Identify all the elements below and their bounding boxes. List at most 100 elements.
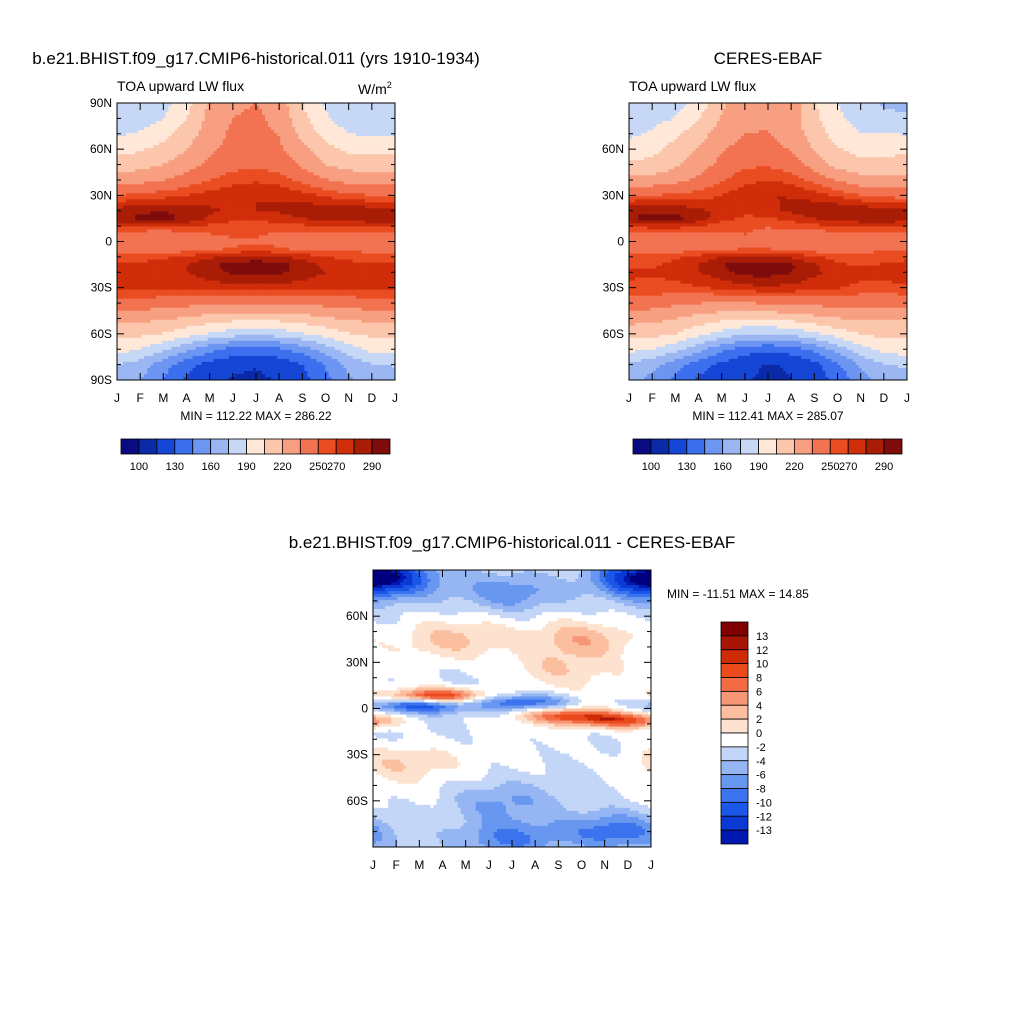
heatmap-cell bbox=[138, 163, 142, 167]
heatmap-cell bbox=[198, 220, 203, 225]
heatmap-cell bbox=[292, 193, 296, 197]
heatmap-cell bbox=[165, 223, 169, 228]
heatmap-cell bbox=[123, 166, 127, 170]
heatmap-cell bbox=[265, 238, 269, 243]
heatmap-cell bbox=[328, 145, 333, 149]
heatmap-cell bbox=[183, 157, 188, 161]
heatmap-cell bbox=[150, 199, 154, 203]
heatmap-cell bbox=[292, 187, 296, 191]
heatmap-cell bbox=[259, 139, 263, 143]
heatmap-cell bbox=[156, 157, 160, 161]
heatmap-cell bbox=[295, 217, 299, 222]
heatmap-cell bbox=[159, 106, 163, 110]
heatmap-cell bbox=[246, 241, 251, 246]
heatmap-cell bbox=[216, 202, 221, 206]
heatmap-cell bbox=[256, 190, 260, 194]
heatmap-cell bbox=[352, 169, 357, 173]
heatmap-cell bbox=[352, 148, 357, 152]
heatmap-cell bbox=[231, 226, 236, 231]
heatmap-cell bbox=[138, 166, 142, 170]
heatmap-cell bbox=[274, 178, 278, 182]
heatmap-cell bbox=[340, 118, 345, 122]
heatmap-cell bbox=[183, 139, 188, 143]
heatmap-cell bbox=[138, 244, 142, 249]
heatmap-cell bbox=[382, 190, 387, 194]
heatmap-cell bbox=[346, 130, 351, 134]
heatmap-cell bbox=[388, 148, 393, 152]
heatmap-cell bbox=[289, 148, 293, 152]
heatmap-cell bbox=[150, 217, 154, 222]
heatmap-cell bbox=[150, 151, 154, 155]
heatmap-cell bbox=[256, 241, 260, 246]
heatmap-cell bbox=[144, 208, 148, 212]
heatmap-cell bbox=[177, 199, 182, 203]
heatmap-cell bbox=[204, 166, 209, 170]
heatmap-cell bbox=[343, 238, 348, 243]
heatmap-cell bbox=[132, 196, 136, 200]
heatmap-cell bbox=[126, 139, 130, 143]
heatmap-cell bbox=[355, 127, 360, 131]
heatmap-cell bbox=[328, 142, 333, 146]
heatmap-cell bbox=[228, 253, 233, 258]
heatmap-cell bbox=[246, 151, 251, 155]
heatmap-cell bbox=[346, 142, 351, 146]
heatmap-cell bbox=[340, 172, 345, 176]
heatmap-cell bbox=[117, 148, 121, 152]
heatmap-cell bbox=[283, 127, 287, 131]
heatmap-cell bbox=[277, 253, 281, 258]
heatmap-cell bbox=[349, 151, 354, 155]
heatmap-cell bbox=[225, 175, 230, 179]
heatmap-cell bbox=[262, 181, 266, 185]
heatmap-cell bbox=[358, 166, 363, 170]
heatmap-cell bbox=[379, 226, 384, 231]
heatmap-cell bbox=[180, 187, 185, 191]
heatmap-cell bbox=[361, 229, 366, 234]
heatmap-cell bbox=[340, 220, 345, 225]
heatmap-cell bbox=[153, 220, 157, 225]
heatmap-cell bbox=[159, 133, 163, 137]
heatmap-cell bbox=[352, 199, 357, 203]
heatmap-cell bbox=[367, 181, 372, 185]
heatmap-cell bbox=[117, 115, 121, 119]
heatmap-cell bbox=[268, 175, 272, 179]
heatmap-cell bbox=[234, 208, 239, 212]
heatmap-cell bbox=[252, 121, 257, 125]
heatmap-cell bbox=[307, 220, 311, 225]
heatmap-cell bbox=[271, 160, 275, 164]
heatmap-cell bbox=[159, 169, 163, 173]
heatmap-cell bbox=[141, 217, 145, 222]
heatmap-cell bbox=[243, 115, 248, 119]
heatmap-cell bbox=[304, 148, 308, 152]
heatmap-cell bbox=[373, 190, 378, 194]
heatmap-cell bbox=[316, 130, 321, 134]
heatmap-cell bbox=[138, 211, 142, 215]
heatmap-cell bbox=[376, 115, 381, 119]
heatmap-cell bbox=[141, 232, 145, 237]
heatmap-cell bbox=[322, 154, 327, 158]
heatmap-cell bbox=[373, 157, 378, 161]
heatmap-cell bbox=[259, 109, 263, 113]
heatmap-cell bbox=[177, 163, 182, 167]
heatmap-cell bbox=[183, 181, 188, 185]
heatmap-cell bbox=[216, 145, 221, 149]
heatmap-cell bbox=[286, 247, 290, 252]
heatmap-cell bbox=[319, 127, 324, 131]
heatmap-cell bbox=[325, 202, 330, 206]
heatmap-cell bbox=[123, 169, 127, 173]
heatmap-cell bbox=[379, 154, 384, 158]
heatmap-cell bbox=[189, 196, 194, 200]
heatmap-cell bbox=[186, 154, 191, 158]
heatmap-cell bbox=[304, 205, 308, 209]
heatmap-cell bbox=[337, 151, 342, 155]
heatmap-cell bbox=[322, 253, 327, 258]
heatmap-cell bbox=[240, 145, 245, 149]
heatmap-cell bbox=[382, 241, 387, 246]
heatmap-cell bbox=[265, 172, 269, 176]
heatmap-cell bbox=[150, 124, 154, 128]
heatmap-cell bbox=[207, 178, 212, 182]
heatmap-cell bbox=[343, 133, 348, 137]
heatmap-cell bbox=[310, 199, 315, 203]
heatmap-cell bbox=[231, 136, 236, 140]
heatmap-cell bbox=[132, 232, 136, 237]
heatmap-cell bbox=[168, 232, 172, 237]
